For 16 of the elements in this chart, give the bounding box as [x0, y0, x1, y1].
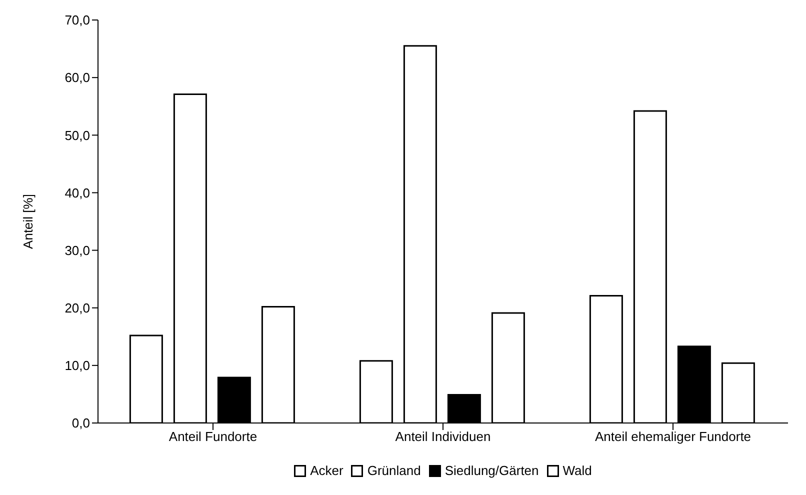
y-tick-label: 60,0 — [64, 70, 90, 86]
x-tick-label: Anteil Fundorte — [168, 429, 258, 444]
y-tick-label: 40,0 — [64, 185, 90, 200]
y-tick-label: 20,0 — [64, 300, 90, 316]
y-tick-label: 0,0 — [72, 416, 90, 431]
x-tick-label: Anteil ehemaliger Fundorte — [594, 429, 752, 444]
y-tick-label: 70,0 — [64, 12, 90, 28]
legend-label: Acker — [309, 463, 344, 478]
y-tick-label: 30,0 — [64, 242, 90, 258]
y-tick-label: 50,0 — [64, 128, 90, 143]
x-tick-label: Anteil Individuen — [395, 429, 491, 444]
legend-label: Grünland — [366, 463, 421, 478]
y-tick-label: 10,0 — [64, 358, 90, 374]
legend-label: Siedlung/Gärten — [444, 463, 539, 478]
legend-label: Wald — [562, 463, 592, 478]
y-axis-title: Anteil [%] — [20, 194, 36, 249]
